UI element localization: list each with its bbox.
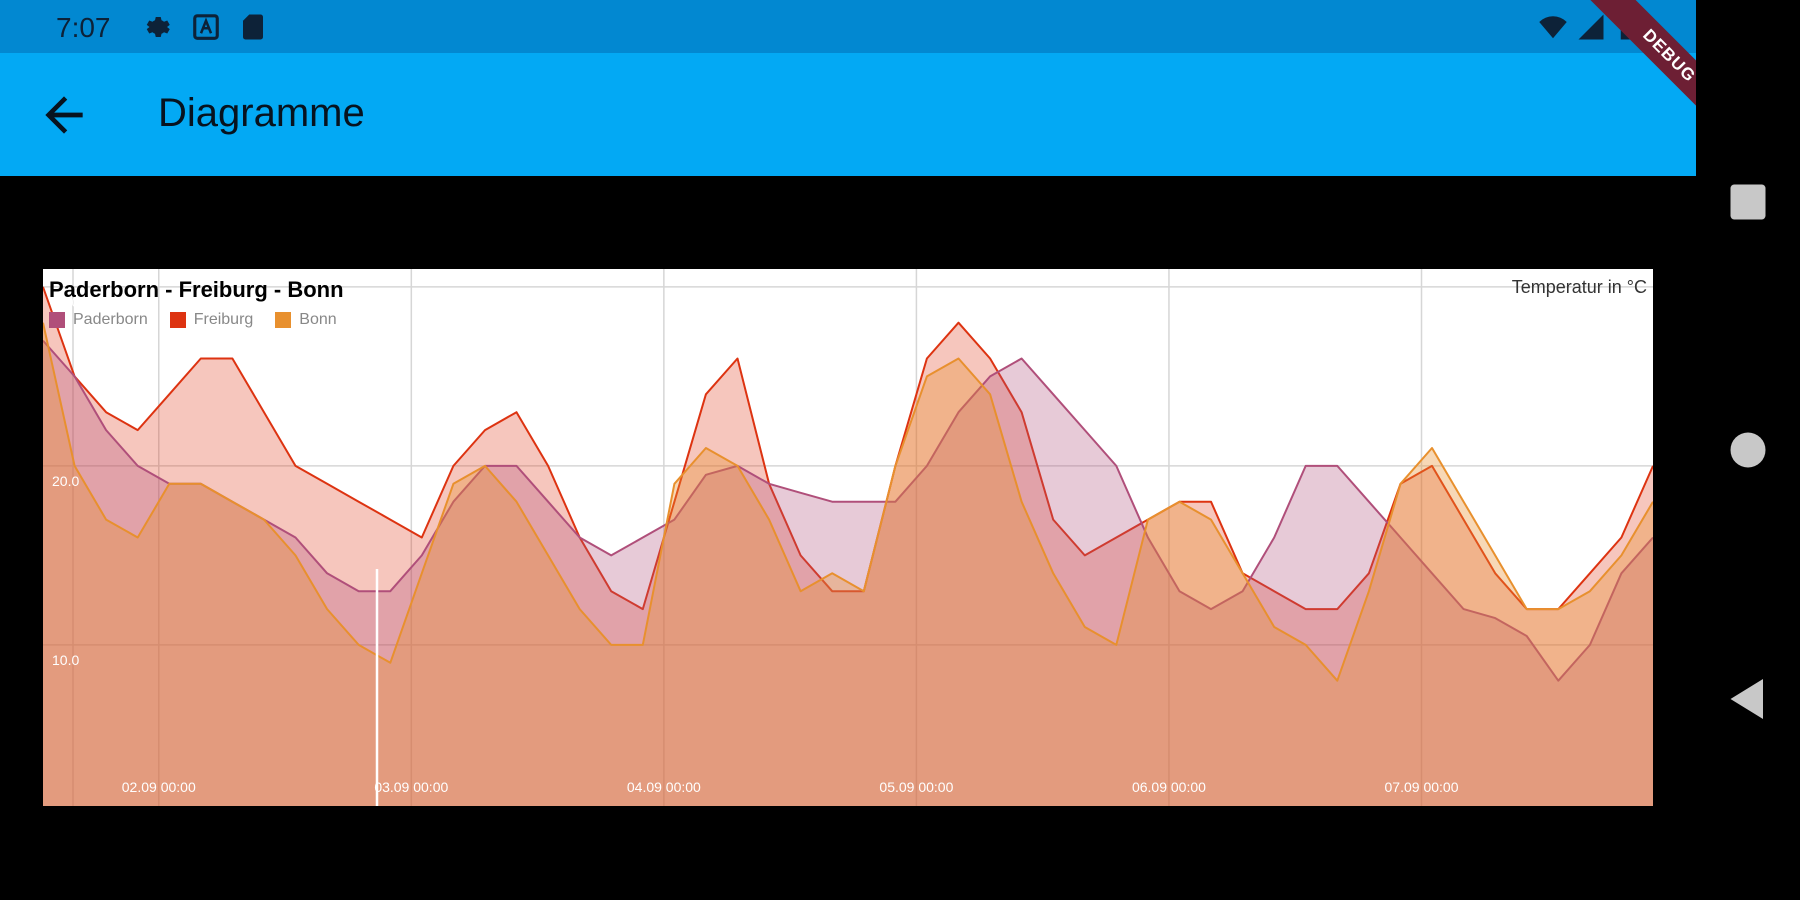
- x-tick-label: 05.09 00:00: [879, 779, 953, 795]
- legend-item-bonn[interactable]: Bonn: [275, 311, 337, 329]
- chart-legend: Paderborn Freiburg Bonn: [49, 311, 337, 329]
- legend-swatch-freiburg: [169, 312, 186, 328]
- area-bonn: [43, 322, 1653, 806]
- y-tick-label: 30.0: [52, 294, 79, 310]
- x-tick-label: 07.09 00:00: [1385, 779, 1459, 795]
- line-paderborn: [43, 339, 1653, 682]
- y-tick-label: 10.0: [52, 652, 79, 668]
- legend-label-paderborn: Paderborn: [73, 311, 148, 328]
- chart-plot[interactable]: 30.0 20.0 10.0 02.09 00:00 03.09 00:00 04.09 …: [43, 269, 1653, 806]
- status-time: 7:07: [56, 12, 111, 43]
- legend-item-freiburg[interactable]: Freiburg: [169, 311, 254, 329]
- arrow-left-icon: [45, 96, 83, 134]
- a-badge-icon: [191, 12, 221, 42]
- legend-label-freiburg: Freiburg: [193, 311, 254, 328]
- recents-square-icon: [1730, 184, 1766, 220]
- y-tick-label: 20.0: [52, 473, 79, 489]
- signal-icon: [1576, 12, 1606, 42]
- line-freiburg: [43, 286, 1653, 611]
- gear-icon: [142, 12, 172, 42]
- system-back-button[interactable]: [1718, 669, 1778, 729]
- chart-unit-label: Temperatur in °C: [1511, 277, 1647, 297]
- line-bonn: [43, 322, 1653, 682]
- legend-swatch-paderborn: [49, 312, 65, 328]
- app-bar: Diagramme: [0, 53, 1696, 176]
- recents-button[interactable]: [1718, 172, 1778, 232]
- home-button[interactable]: [1718, 420, 1778, 480]
- legend-swatch-bonn: [275, 312, 292, 328]
- legend-item-paderborn[interactable]: Paderborn: [49, 311, 148, 329]
- home-circle-icon: [1730, 432, 1766, 468]
- x-tick-label: 06.09 00:00: [1132, 779, 1206, 795]
- back-button[interactable]: [36, 87, 92, 143]
- x-tick-label: 03.09 00:00: [374, 779, 448, 795]
- legend-label-bonn: Bonn: [299, 311, 337, 328]
- back-triangle-icon: [1730, 679, 1763, 719]
- area-freiburg: [43, 286, 1653, 806]
- chart-card: 30.0 20.0 10.0 02.09 00:00 03.09 00:00 04.09 …: [43, 269, 1653, 806]
- page-title: Diagramme: [158, 91, 365, 135]
- x-tick-label: 02.09 00:00: [122, 779, 196, 795]
- x-tick-label: 04.09 00:00: [627, 779, 701, 795]
- chart-title: Paderborn - Freiburg - Bonn: [49, 277, 344, 302]
- area-paderborn: [43, 340, 1653, 806]
- battery-icon: [1612, 12, 1642, 42]
- wifi-icon: [1538, 12, 1568, 42]
- status-bar: 7:07: [0, 0, 1696, 53]
- navigation-bar: [1696, 0, 1800, 900]
- sd-card-icon: [238, 12, 268, 42]
